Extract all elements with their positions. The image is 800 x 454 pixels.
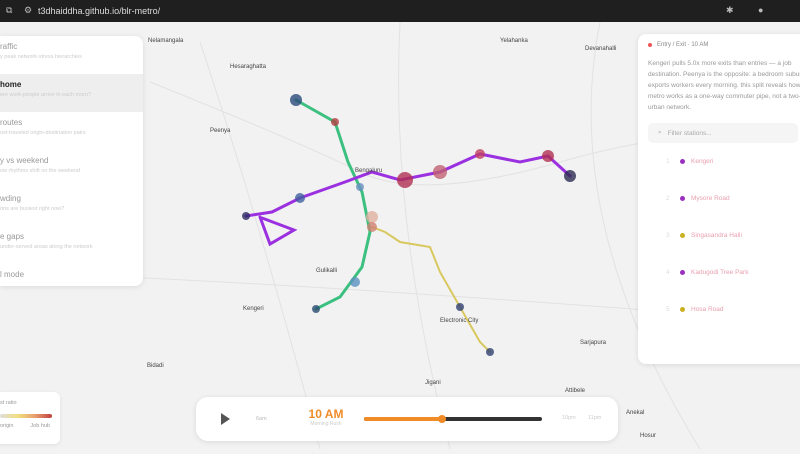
slider-handle[interactable]: [438, 415, 447, 423]
station-marker[interactable]: [242, 212, 250, 220]
profile-icon[interactable]: ●: [758, 5, 764, 15]
station-marker[interactable]: [475, 149, 485, 159]
map-label: Yelahanka: [500, 38, 528, 44]
legend-gradient: [0, 414, 52, 418]
map-label: Attibele: [565, 388, 586, 394]
map-label: Gulikalli: [316, 268, 337, 274]
station-row[interactable]: 2 Mysore Road: [648, 180, 798, 217]
station-rank: 2: [666, 195, 670, 202]
station-marker[interactable]: [367, 222, 377, 232]
map-label: Bidadi: [147, 363, 164, 369]
map-label: Jigani: [425, 380, 441, 386]
station-marker[interactable]: [295, 193, 305, 203]
station-panel: Entry / Exit · 10 AM Kengeri pulls 5.0x …: [638, 34, 800, 364]
site-info-icon[interactable]: ⚙: [24, 5, 33, 15]
play-icon[interactable]: [221, 413, 230, 425]
line-color-dot: [680, 159, 685, 164]
station-row[interactable]: 3 Singasandra Halli: [648, 217, 798, 254]
station-rank: 4: [666, 269, 670, 276]
time-end-1: 10pm: [562, 415, 576, 421]
station-row[interactable]: 5 Hosa Road: [648, 291, 798, 328]
station-marker[interactable]: [456, 303, 464, 311]
station-marker[interactable]: [350, 277, 360, 287]
menu-item-5[interactable]: e gaps under-served areas along the netwo…: [0, 232, 93, 250]
station-row[interactable]: 4 Kadugodi Tree Park: [648, 254, 798, 291]
slider-fill: [364, 417, 443, 421]
menu-item-2[interactable]: routes ost-traveled origin-destination pa…: [0, 118, 86, 136]
menu-item-3[interactable]: y vs weekend ow rhythms shift on the week…: [0, 156, 81, 174]
current-time: 10 AM: [308, 407, 344, 421]
time-start: 6am: [256, 416, 267, 422]
map-label: Hosur: [640, 433, 656, 439]
map-label: Electronic City: [440, 318, 478, 324]
menu-item-0[interactable]: raffic y peak network-stress hierarchies: [0, 42, 82, 60]
station-name: Hosa Road: [691, 306, 724, 313]
station-filter-input[interactable]: ⌕ Filter stations...: [648, 123, 798, 143]
map-label: Peenya: [210, 128, 231, 134]
menu-item-4[interactable]: wding ons are busiest right now?: [0, 194, 65, 212]
panel-summary: Kengeri pulls 5.0x more exits than entri…: [648, 60, 800, 111]
menu-item-1[interactable]: home ere work-people arrive in each morn?: [0, 74, 143, 112]
station-marker[interactable]: [564, 170, 576, 182]
station-marker[interactable]: [331, 118, 339, 126]
extension-icon[interactable]: ✱: [726, 5, 734, 15]
line-color-dot: [680, 307, 685, 312]
map-label: Bengaluru: [355, 168, 382, 174]
map-label: Hesaraghatta: [230, 64, 267, 70]
line-color-dot: [680, 233, 685, 238]
line-color-dot: [680, 196, 685, 201]
legend-low: origin: [0, 423, 14, 429]
station-marker[interactable]: [312, 305, 320, 313]
station-name: Kengeri: [691, 158, 714, 165]
station-row[interactable]: 1 Kengeri: [648, 143, 798, 180]
map-label: Nelamangala: [148, 38, 184, 44]
station-marker[interactable]: [433, 165, 447, 179]
green-line: [294, 98, 372, 311]
station-name: Mysore Road: [691, 195, 730, 202]
map-label: Kengeri: [243, 306, 264, 312]
station-marker[interactable]: [290, 94, 302, 106]
station-rank: 5: [666, 306, 670, 313]
map-label: Sarjapura: [580, 340, 607, 346]
search-icon: ⌕: [658, 129, 662, 136]
legend: st ratio origin Job hub: [0, 392, 60, 444]
map-label: Anekal: [626, 410, 644, 416]
station-name: Singasandra Halli: [691, 232, 742, 239]
status-dot-icon: [648, 43, 652, 47]
line-color-dot: [680, 270, 685, 275]
station-rank: 1: [666, 158, 670, 165]
station-marker[interactable]: [366, 211, 378, 223]
browser-bar: ⧉ ⚙ t3dhaiddha.github.io/blr-metro/ ✱ ●: [0, 0, 800, 22]
purple-branch: [258, 215, 298, 247]
station-marker[interactable]: [397, 172, 413, 188]
station-rank: 3: [666, 232, 670, 239]
time-end-2: 11pm: [588, 415, 602, 421]
period-label: Morning Rush: [310, 421, 342, 427]
yellow-line: [371, 226, 491, 353]
legend-title: st ratio: [0, 400, 17, 406]
timeline: 6am 10 AM Morning Rush 10pm 11pm: [196, 397, 618, 441]
station-marker[interactable]: [542, 150, 554, 162]
station-marker[interactable]: [486, 348, 494, 356]
map-label: Devanahalli: [585, 46, 616, 52]
url-bar[interactable]: t3dhaiddha.github.io/blr-metro/: [38, 6, 161, 16]
time-slider[interactable]: [364, 415, 542, 423]
station-marker[interactable]: [356, 183, 364, 191]
menu-item-6[interactable]: l mode: [0, 270, 25, 279]
view-menu: raffic y peak network-stress hierarchies …: [0, 36, 143, 286]
station-name: Kadugodi Tree Park: [691, 269, 749, 276]
tabs-icon[interactable]: ⧉: [6, 5, 13, 15]
legend-high: Job hub: [30, 423, 50, 429]
panel-header: Entry / Exit · 10 AM: [657, 42, 709, 48]
